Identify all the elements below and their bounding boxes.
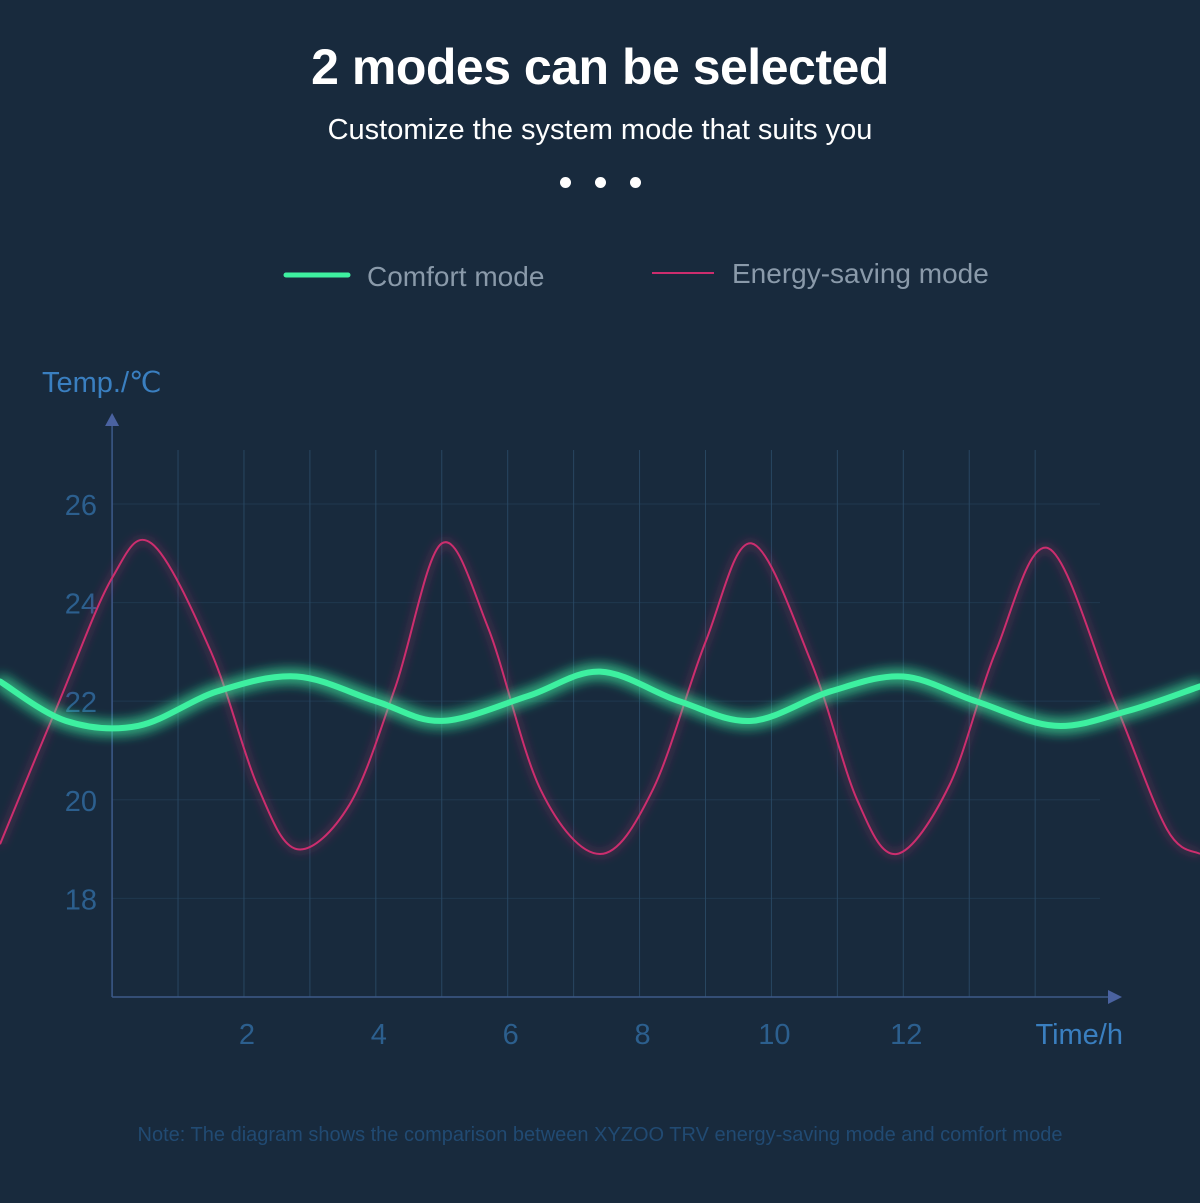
y-tick-label: 24 bbox=[65, 589, 97, 621]
chart-grid bbox=[112, 450, 1100, 997]
y-tick-label: 22 bbox=[65, 687, 97, 719]
dot-icon bbox=[594, 177, 606, 188]
y-axis-label: Temp./℃ bbox=[42, 367, 162, 399]
y-axis-arrow-icon bbox=[105, 413, 120, 426]
y-tick-label: 20 bbox=[65, 786, 97, 818]
dot-icon bbox=[629, 177, 641, 188]
series-comfort-line bbox=[0, 668, 1200, 732]
decorative-dots bbox=[0, 177, 1200, 188]
x-axis-arrow-icon bbox=[1108, 990, 1122, 1004]
chart-series bbox=[0, 538, 1200, 856]
x-tick-label: 10 bbox=[758, 1019, 790, 1051]
y-tick-label: 18 bbox=[65, 884, 97, 916]
page-title: 2 modes can be selected bbox=[311, 39, 889, 95]
x-tick-label: 12 bbox=[890, 1019, 922, 1051]
legend: Comfort mode Energy-saving mode bbox=[283, 258, 989, 292]
chart-axes bbox=[105, 413, 1122, 1004]
dot-icon bbox=[559, 177, 571, 188]
x-tick-label: 4 bbox=[371, 1019, 387, 1051]
x-tick-label: 6 bbox=[503, 1019, 519, 1051]
legend-comfort-label: Comfort mode bbox=[367, 261, 544, 292]
note-text: Note: The diagram shows the comparison b… bbox=[138, 1124, 1063, 1146]
series-energy-saving-line bbox=[0, 538, 1200, 856]
legend-energy-label: Energy-saving mode bbox=[732, 258, 989, 289]
page-subtitle: Customize the system mode that suits you bbox=[327, 114, 873, 146]
x-tick-label: 2 bbox=[239, 1019, 255, 1051]
x-axis-label: Time/h bbox=[1035, 1019, 1123, 1051]
y-tick-label: 26 bbox=[65, 490, 97, 522]
x-tick-label: 8 bbox=[634, 1019, 650, 1051]
